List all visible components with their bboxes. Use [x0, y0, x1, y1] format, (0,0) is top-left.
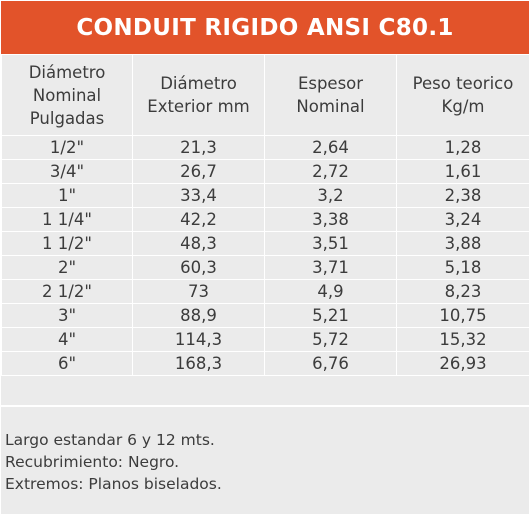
header-line: Kg/m: [441, 97, 485, 116]
title-bar: CONDUIT RIGIDO ANSI C80.1: [1, 1, 529, 54]
spec-table: Diámetro Nominal Pulgadas Diámetro Exter…: [1, 54, 530, 376]
table-row: 2" 60,3 3,71 5,18: [1, 255, 530, 280]
table-row: 1/2" 21,3 2,64 1,28: [1, 135, 530, 160]
header-diametro-nominal: Diámetro Nominal Pulgadas: [1, 54, 133, 136]
note-extremos: Extremos: Planos biselados.: [5, 475, 222, 493]
cell-diametro-exterior: 88,9: [132, 303, 265, 328]
table-row: 3" 88,9 5,21 10,75: [1, 303, 530, 328]
cell-diametro-nominal: 2": [1, 255, 133, 280]
cell-peso: 26,93: [396, 351, 530, 376]
cell-peso: 3,24: [396, 207, 530, 232]
table-row: 3/4" 26,7 2,72 1,61: [1, 159, 530, 184]
header-line: Diámetro: [160, 74, 237, 93]
cell-espesor: 3,38: [264, 207, 397, 232]
cell-diametro-exterior: 114,3: [132, 327, 265, 352]
cell-espesor: 2,72: [264, 159, 397, 184]
cell-espesor: 6,76: [264, 351, 397, 376]
cell-diametro-nominal: 1 1/4": [1, 207, 133, 232]
table-row: 4" 114,3 5,72 15,32: [1, 327, 530, 352]
cell-diametro-nominal: 4": [1, 327, 133, 352]
cell-diametro-exterior: 26,7: [132, 159, 265, 184]
header-espesor-nominal: Espesor Nominal: [264, 54, 397, 136]
header-line: Nominal: [32, 85, 102, 105]
cell-espesor: 3,2: [264, 183, 397, 208]
cell-diametro-exterior: 73: [132, 279, 265, 304]
cell-espesor: 2,64: [264, 135, 397, 160]
table-header-row: Diámetro Nominal Pulgadas Diámetro Exter…: [1, 54, 530, 136]
cell-peso: 1,61: [396, 159, 530, 184]
cell-peso: 5,18: [396, 255, 530, 280]
table-row: 2 1/2" 73 4,9 8,23: [1, 279, 530, 304]
table-row: 1 1/4" 42,2 3,38 3,24: [1, 207, 530, 232]
header-peso-teorico: Peso teorico Kg/m: [396, 54, 530, 136]
cell-diametro-nominal: 6": [1, 351, 133, 376]
header-line: Pulgadas: [29, 108, 105, 128]
cell-diametro-nominal: 3": [1, 303, 133, 328]
cell-peso: 1,28: [396, 135, 530, 160]
cell-diametro-nominal: 2 1/2": [1, 279, 133, 304]
cell-peso: 15,32: [396, 327, 530, 352]
cell-diametro-exterior: 48,3: [132, 231, 265, 256]
cell-peso: 8,23: [396, 279, 530, 304]
cell-espesor: 4,9: [264, 279, 397, 304]
cell-espesor: 3,71: [264, 255, 397, 280]
cell-espesor: 5,21: [264, 303, 397, 328]
cell-diametro-nominal: 1": [1, 183, 133, 208]
table-row: 6" 168,3 6,76 26,93: [1, 351, 530, 376]
header-line: Nominal: [296, 97, 365, 116]
header-line: Espesor: [297, 74, 364, 93]
cell-diametro-exterior: 168,3: [132, 351, 265, 376]
header-line: Diámetro: [28, 62, 106, 82]
cell-diametro-exterior: 33,4: [132, 183, 265, 208]
header-line: Peso teorico: [412, 74, 514, 93]
header-diametro-exterior: Diámetro Exterior mm: [132, 54, 265, 136]
note-largo: Largo estandar 6 y 12 mts.: [5, 431, 215, 449]
cell-diametro-exterior: 60,3: [132, 255, 265, 280]
cell-peso: 2,38: [396, 183, 530, 208]
header-line: Exterior mm: [147, 97, 250, 116]
cell-diametro-exterior: 42,2: [132, 207, 265, 232]
table-row: 1 1/2" 48,3 3,51 3,88: [1, 231, 530, 256]
cell-diametro-nominal: 3/4": [1, 159, 133, 184]
table-body: 1/2" 21,3 2,64 1,28 3/4" 26,7 2,72 1,61 1" 33,4 3,…: [1, 135, 530, 376]
cell-diametro-nominal: 1 1/2": [1, 231, 133, 256]
cell-espesor: 5,72: [264, 327, 397, 352]
cell-peso: 10,75: [396, 303, 530, 328]
cell-espesor: 3,51: [264, 231, 397, 256]
page-title: CONDUIT RIGIDO ANSI C80.1: [76, 14, 454, 41]
cell-diametro-nominal: 1/2": [1, 135, 133, 160]
cell-diametro-exterior: 21,3: [132, 135, 265, 160]
notes-section: Largo estandar 6 y 12 mts. Recubrimiento…: [1, 405, 529, 514]
table-row: 1" 33,4 3,2 2,38: [1, 183, 530, 208]
note-recubrimiento: Recubrimiento: Negro.: [5, 453, 180, 471]
cell-peso: 3,88: [396, 231, 530, 256]
